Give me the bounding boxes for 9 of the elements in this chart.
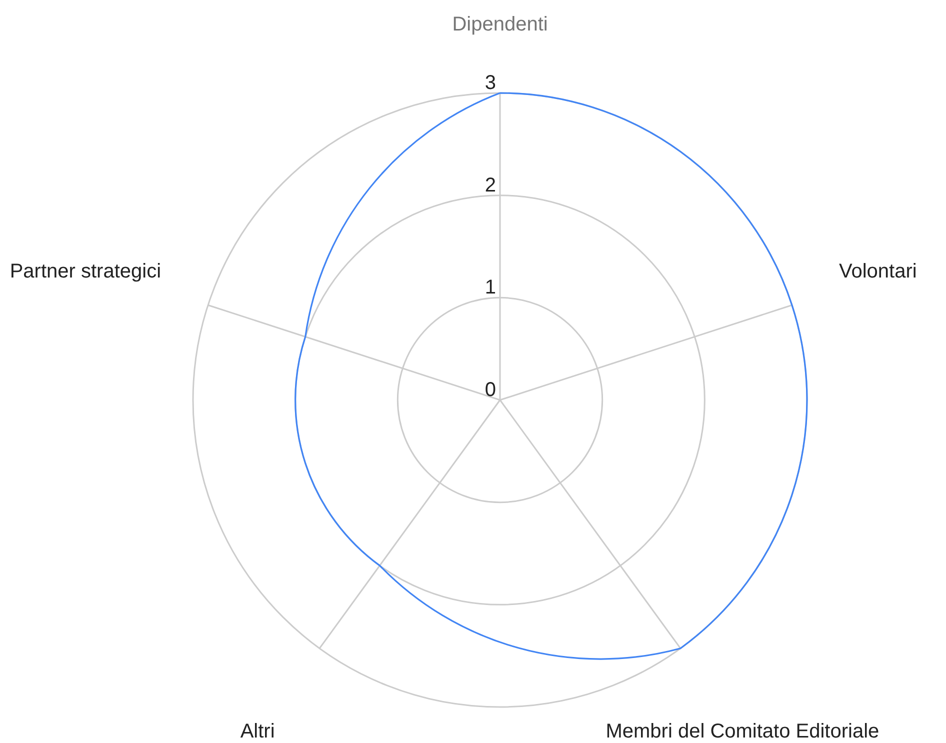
y-tick-label: 1	[484, 276, 496, 299]
y-tick-label: 0	[484, 379, 496, 401]
spoke-label: Volontari	[838, 260, 917, 282]
spoke-label: Dipendenti	[452, 13, 548, 36]
spoke-label: Partner strategici	[10, 260, 162, 282]
spoke-label: Membri del Comitato Editoriale	[606, 720, 880, 742]
y-tick-label: 3	[484, 72, 496, 94]
y-tick-label: 2	[484, 174, 496, 196]
spoke-label: Altri	[240, 720, 275, 742]
